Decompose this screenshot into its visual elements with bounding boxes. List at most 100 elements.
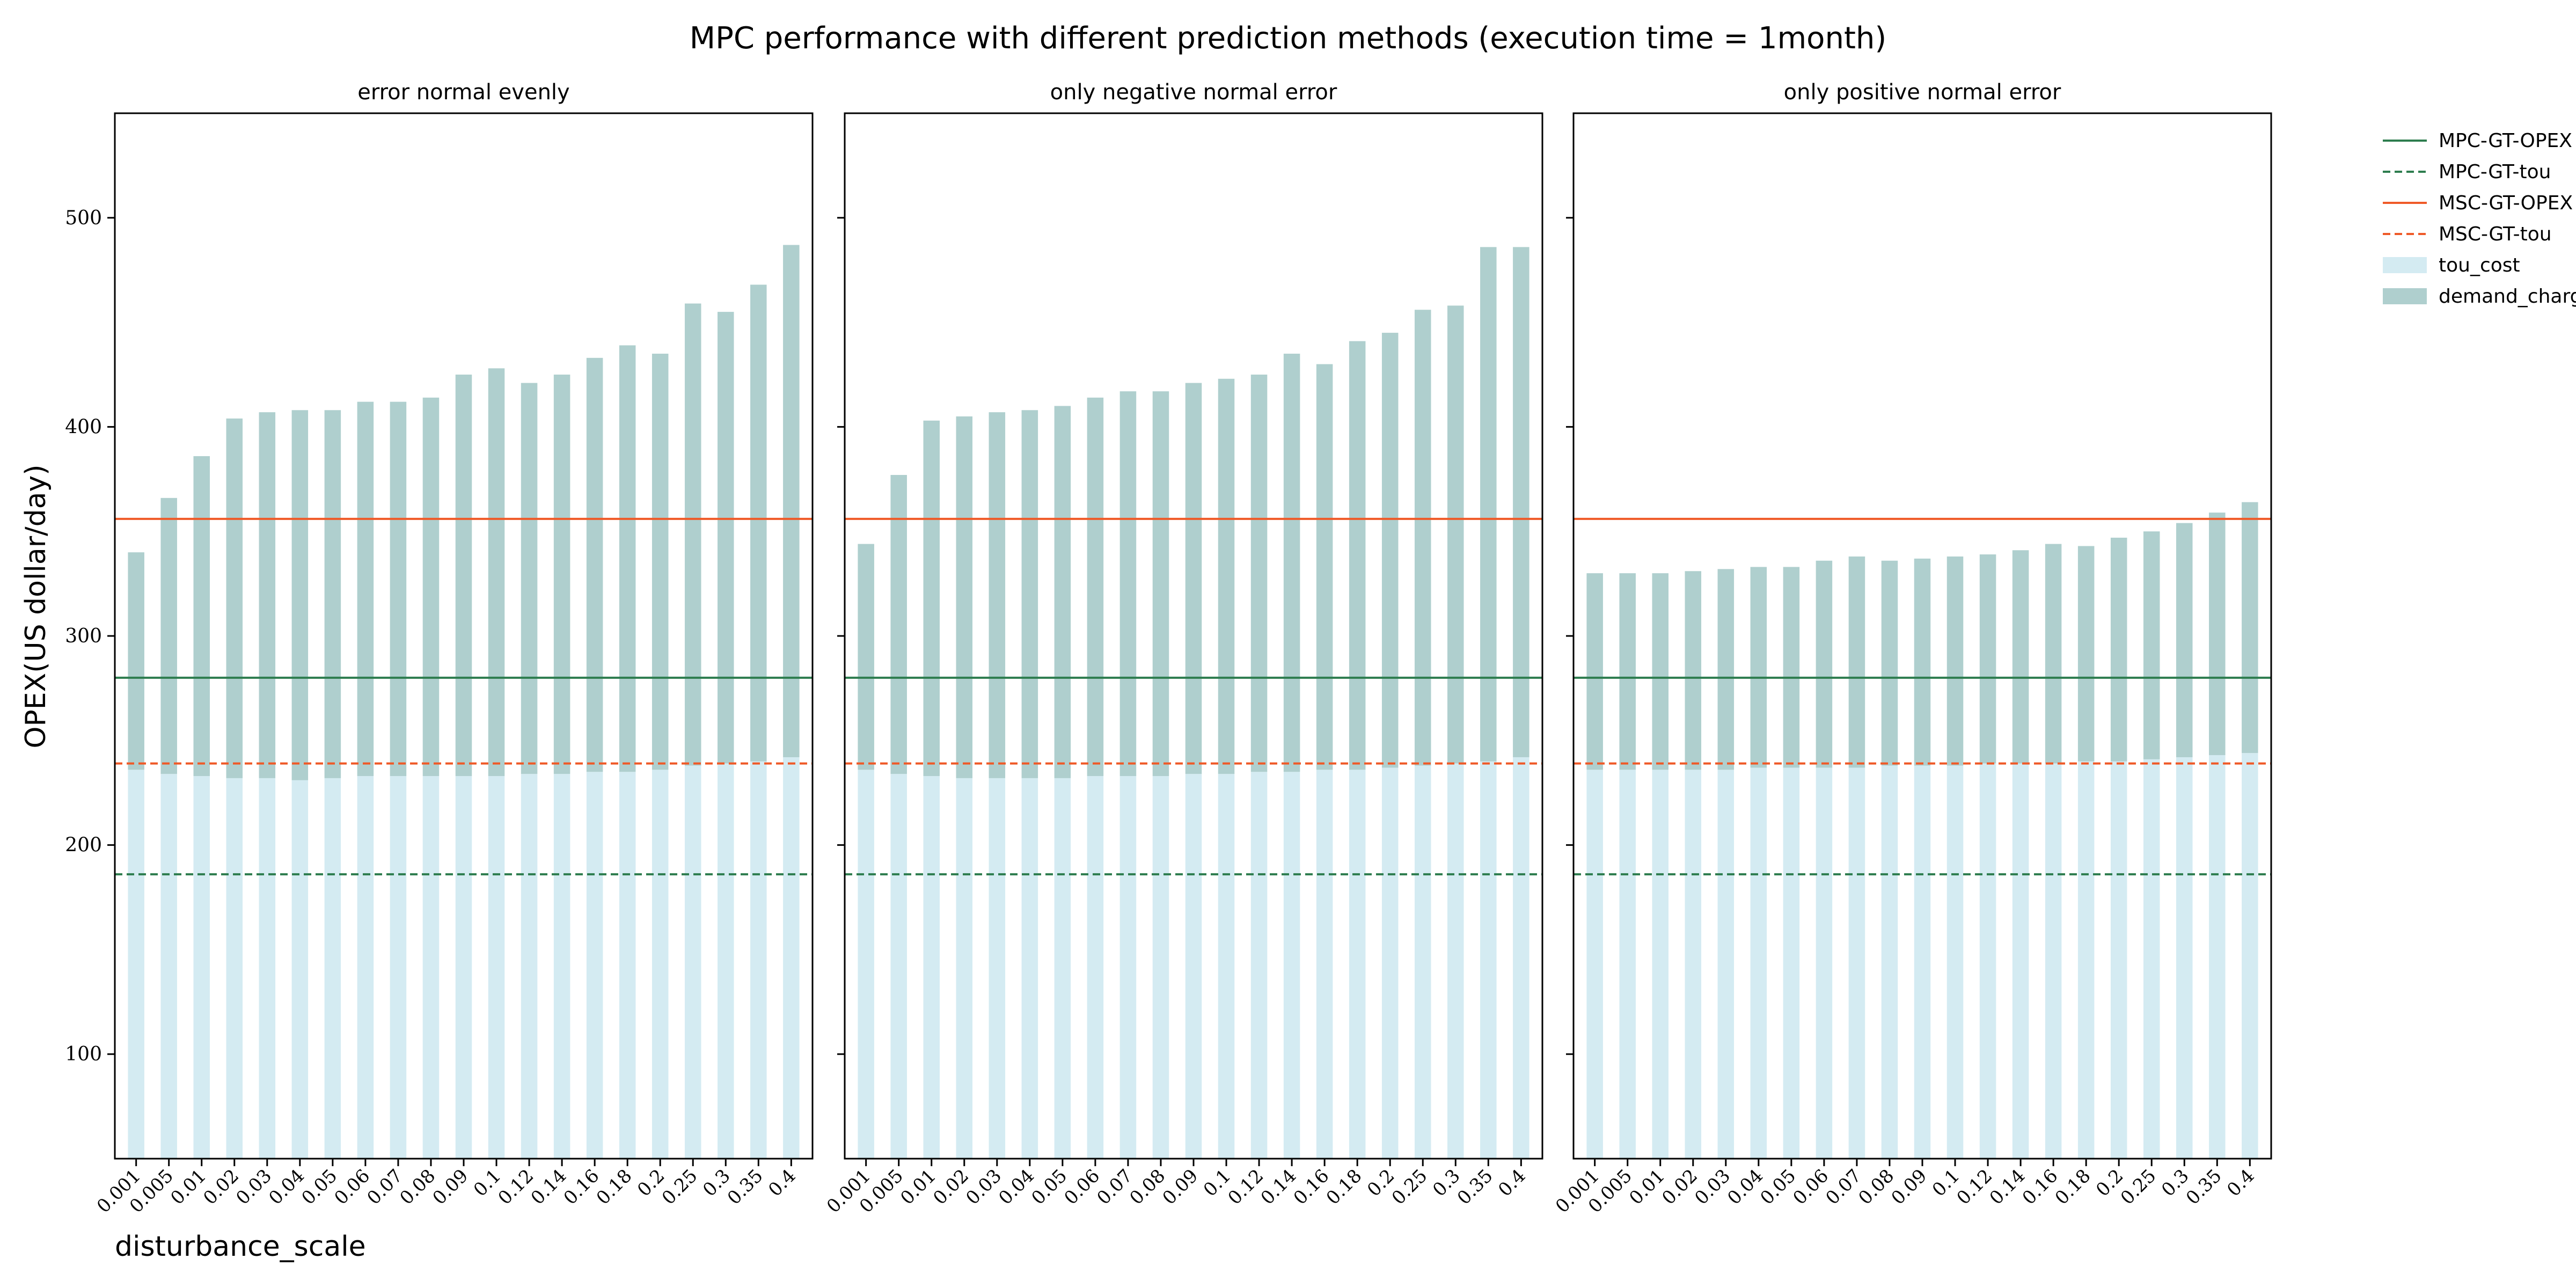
bar-tou-cost-0-06 — [357, 776, 374, 1159]
bar-tou-cost-0-1 — [1218, 774, 1235, 1159]
bar-demand-charge-0-09 — [1914, 558, 1931, 766]
legend-swatch-tou-cost — [2383, 257, 2427, 273]
panel-title-2: only negative normal error — [1050, 80, 1337, 105]
bar-tou-cost-0-02 — [956, 778, 973, 1159]
bar-demand-charge-0-01 — [923, 420, 940, 777]
bar-tou-cost-0-07 — [1848, 767, 1865, 1159]
legend-item-msc-gt-tou: MSC-GT-tou — [2383, 223, 2552, 245]
bar-tou-cost-0-14 — [1283, 772, 1300, 1159]
xtick-label-0-08: 0.08 — [396, 1165, 440, 1209]
bars-panel-3 — [1586, 502, 2258, 1159]
legend-item-mpc-gt-opex: MPC-GT-OPEX — [2383, 130, 2572, 152]
reference-lines-panel-2 — [845, 517, 1542, 876]
legend: MPC-GT-OPEX MPC-GT-tou MSC-GT-OPEX MSC-GT-t… — [2383, 130, 2576, 308]
xtick-label-0-03: 0.03 — [1690, 1165, 1735, 1209]
xtick-label-0-12: 0.12 — [1953, 1165, 1997, 1209]
bar-tou-cost-0-16 — [586, 772, 603, 1159]
bar-demand-charge-0-12 — [521, 383, 538, 774]
bar-tou-cost-0-01 — [193, 776, 210, 1159]
xtick-label-0-09: 0.09 — [1887, 1165, 1931, 1209]
bar-tou-cost-0-05 — [1054, 778, 1071, 1159]
bar-tou-cost-0-3 — [2176, 757, 2193, 1159]
xtick-label-0-06: 0.06 — [330, 1165, 374, 1209]
xtick-label-0-35: 0.35 — [723, 1165, 767, 1209]
bar-tou-cost-0-08 — [422, 776, 440, 1159]
bar-tou-cost-0-16 — [1316, 770, 1333, 1159]
bar-demand-charge-0-12 — [1250, 375, 1268, 772]
bar-demand-charge-0-06 — [357, 401, 374, 777]
y-axis-label: OPEX(US dollar/day) — [20, 464, 52, 748]
bar-tou-cost-0-2 — [1381, 767, 1399, 1159]
bar-demand-charge-0-1 — [488, 368, 505, 777]
xtick-label-0-12: 0.12 — [1224, 1165, 1268, 1209]
bar-demand-charge-0-03 — [989, 412, 1006, 778]
ytick-label-300: 300 — [65, 625, 102, 647]
xtick-label-0-01: 0.01 — [896, 1165, 940, 1209]
bar-demand-charge-0-01 — [1652, 573, 1668, 770]
bar-demand-charge-0-2 — [1381, 333, 1399, 768]
bar-demand-charge-0-01 — [193, 456, 210, 777]
bar-demand-charge-0-05 — [324, 410, 341, 778]
bar-demand-charge-0-4 — [783, 245, 800, 757]
bar-demand-charge-0-05 — [1054, 406, 1071, 778]
legend-item-mpc-gt-tou: MPC-GT-tou — [2383, 161, 2551, 183]
bar-tou-cost-0-1 — [1946, 765, 1964, 1159]
bar-demand-charge-0-3 — [2176, 523, 2193, 757]
panels: 100 200 300 400 500 0.0010.0050.010.020.030.0… — [65, 80, 2272, 1217]
legend-swatch-demand-charge — [2383, 288, 2427, 304]
bar-demand-charge-0-07 — [1848, 556, 1865, 768]
bar-tou-cost-0-35 — [2209, 755, 2226, 1159]
bar-demand-charge-0-16 — [586, 357, 603, 772]
bar-demand-charge-0-07 — [390, 401, 407, 777]
legend-item-tou-cost: tou_cost — [2383, 254, 2520, 276]
bar-demand-charge-0-005 — [160, 497, 177, 774]
bar-tou-cost-0-03 — [989, 778, 1006, 1159]
figure-title: MPC performance with different predictio… — [690, 21, 1886, 56]
bar-demand-charge-0-08 — [422, 397, 440, 777]
xtick-label-0-05: 0.05 — [297, 1165, 341, 1209]
bar-tou-cost-0-12 — [521, 774, 538, 1159]
legend-item-msc-gt-opex: MSC-GT-OPEX — [2383, 192, 2573, 214]
bar-demand-charge-0-07 — [1119, 391, 1137, 777]
legend-label-mpc-gt-tou: MPC-GT-tou — [2439, 161, 2551, 183]
xtick-label-0-07: 0.07 — [363, 1165, 407, 1209]
bar-tou-cost-0-4 — [2242, 753, 2258, 1159]
bar-tou-cost-0-005 — [890, 774, 907, 1159]
xtick-label-0-16: 0.16 — [1290, 1165, 1334, 1209]
bar-demand-charge-0-3 — [1447, 305, 1464, 764]
bar-tou-cost-0-3 — [718, 763, 734, 1159]
bar-demand-charge-0-4 — [2242, 502, 2258, 753]
xtick-label-0-04: 0.04 — [994, 1165, 1038, 1209]
bar-tou-cost-0-07 — [1119, 776, 1137, 1159]
bar-demand-charge-0-1 — [1946, 556, 1964, 766]
bar-tou-cost-0-02 — [1685, 770, 1702, 1159]
bar-demand-charge-0-16 — [2045, 544, 2062, 764]
bar-demand-charge-0-14 — [2012, 550, 2029, 764]
bar-demand-charge-0-35 — [750, 284, 767, 762]
bar-demand-charge-0-04 — [291, 410, 309, 780]
bar-demand-charge-0-001 — [1586, 573, 1603, 770]
panel-title-1: error normal evenly — [357, 80, 569, 105]
bar-tou-cost-0-06 — [1087, 776, 1104, 1159]
xtick-label-0-25: 0.25 — [1388, 1165, 1432, 1209]
legend-item-demand-charge: demand_charge — [2383, 286, 2576, 308]
bar-tou-cost-0-14 — [2012, 763, 2029, 1159]
xtick-label-0-01: 0.01 — [166, 1165, 210, 1209]
bar-tou-cost-0-25 — [2143, 759, 2160, 1159]
xtick-label-0-25: 0.25 — [658, 1165, 702, 1209]
xtick-label-0-04: 0.04 — [265, 1165, 309, 1209]
bar-tou-cost-0-18 — [1349, 770, 1366, 1159]
bar-tou-cost-0-25 — [1414, 765, 1431, 1159]
ytick-label-400: 400 — [65, 416, 102, 438]
bar-tou-cost-0-001 — [858, 770, 874, 1159]
bar-tou-cost-0-4 — [783, 757, 800, 1159]
bar-tou-cost-0-2 — [652, 770, 669, 1159]
xtick-label-0-18: 0.18 — [2051, 1165, 2095, 1209]
xtick-label-0-04: 0.04 — [1723, 1165, 1767, 1209]
xtick-label-0-35: 0.35 — [2182, 1165, 2226, 1209]
reference-lines-panel-3 — [1574, 517, 2271, 876]
bar-tou-cost-0-35 — [750, 761, 767, 1159]
legend-label-demand-charge: demand_charge — [2439, 286, 2576, 308]
xtick-label-0-07: 0.07 — [1093, 1165, 1137, 1209]
